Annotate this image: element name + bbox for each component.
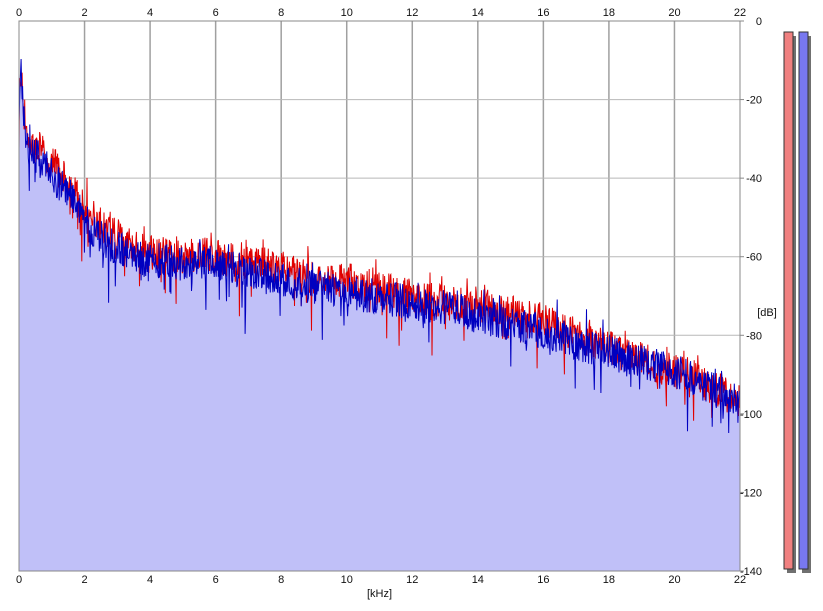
y-tick-label: 0 bbox=[756, 16, 762, 28]
level-meter-right bbox=[798, 31, 809, 570]
x-ticks-top: 0 2 4 6 8 10 12 14 16 18 20 22 bbox=[16, 7, 746, 19]
x-tick-label-bottom: 22 bbox=[734, 574, 746, 586]
x-tick-label-top: 22 bbox=[734, 7, 746, 19]
x-tick-label-top: 12 bbox=[406, 7, 418, 19]
x-tick-label-bottom: 2 bbox=[81, 574, 87, 586]
level-meters bbox=[783, 31, 811, 573]
x-tick-label-bottom: 0 bbox=[16, 574, 22, 586]
y-ticks-right: 0 -20 -40 -60 -80 -100 -120 -140 bbox=[740, 16, 762, 578]
y-tick-label: -40 bbox=[746, 173, 762, 185]
x-tick-label-top: 14 bbox=[472, 7, 484, 19]
y-tick-label: -120 bbox=[740, 487, 762, 499]
series-line-blue bbox=[18, 58, 741, 434]
plot-frame bbox=[18, 20, 741, 572]
y-tick-label: -100 bbox=[740, 409, 762, 421]
x-tick-label-top: 10 bbox=[341, 7, 353, 19]
x-axis-title: [kHz] bbox=[367, 588, 392, 600]
y-tick-label: -20 bbox=[746, 95, 762, 107]
x-tick-label-bottom: 6 bbox=[213, 574, 219, 586]
x-tick-label-bottom: 16 bbox=[537, 574, 549, 586]
x-tick-label-top: 6 bbox=[213, 7, 219, 19]
plot-border bbox=[18, 20, 741, 572]
x-tick-label-top: 18 bbox=[603, 7, 615, 19]
x-tick-label-bottom: 18 bbox=[603, 574, 615, 586]
x-tick-label-top: 16 bbox=[537, 7, 549, 19]
x-tick-label-top: 20 bbox=[668, 7, 680, 19]
x-tick-label-bottom: 14 bbox=[472, 574, 484, 586]
x-tick-label-top: 0 bbox=[16, 7, 22, 19]
spectrum-fill bbox=[19, 59, 740, 571]
y-tick-label: -140 bbox=[740, 566, 762, 578]
x-tick-label-top: 2 bbox=[81, 7, 87, 19]
y-tick-label: -60 bbox=[746, 252, 762, 264]
x-tick-label-bottom: 20 bbox=[668, 574, 680, 586]
level-meter-left bbox=[783, 31, 794, 570]
x-tick-label-bottom: 10 bbox=[341, 574, 353, 586]
x-tick-label-bottom: 4 bbox=[147, 574, 153, 586]
x-tick-label-top: 8 bbox=[278, 7, 284, 19]
y-tick-label: -80 bbox=[746, 330, 762, 342]
x-tick-label-top: 4 bbox=[147, 7, 153, 19]
x-ticks-bottom: 0 2 4 6 8 10 12 14 16 18 20 22 bbox=[16, 574, 746, 586]
series-lines bbox=[18, 58, 741, 434]
y-axis-title: [dB] bbox=[757, 307, 777, 319]
x-tick-label-bottom: 12 bbox=[406, 574, 418, 586]
spectrum-area bbox=[19, 59, 740, 571]
axis-titles: [kHz] [dB] bbox=[367, 307, 777, 600]
x-tick-label-bottom: 8 bbox=[278, 574, 284, 586]
